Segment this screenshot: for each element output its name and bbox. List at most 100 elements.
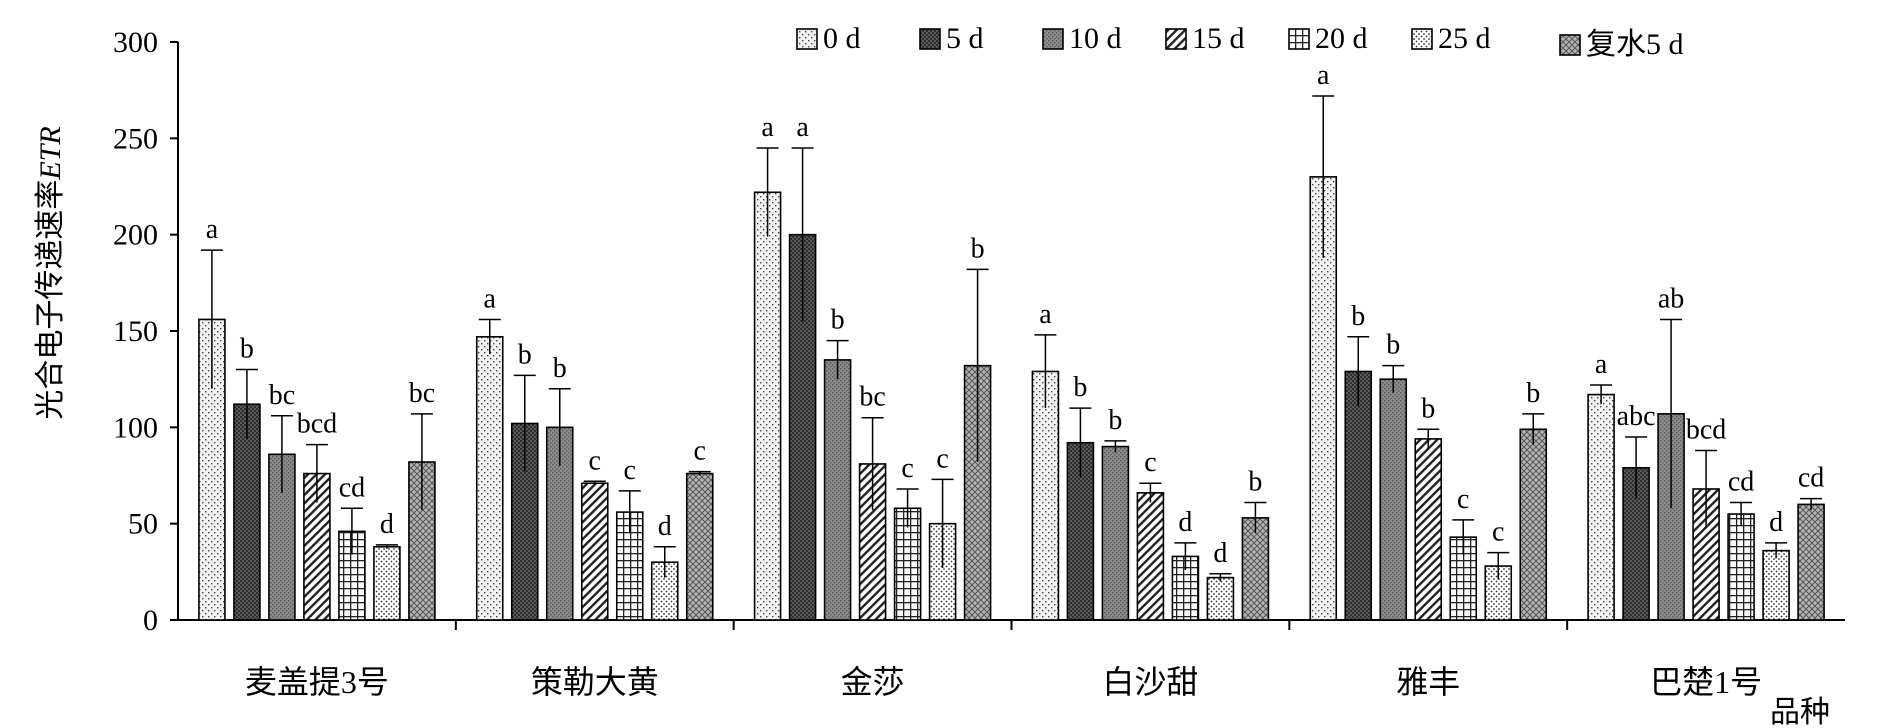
category-label: 白沙甜 [1102,664,1198,700]
significance-label: d [380,509,394,540]
significance-label: a [206,214,219,245]
significance-label: c [694,436,706,467]
significance-label: c [901,453,913,484]
bar [233,403,261,621]
bar [1519,428,1548,621]
category-label: 雅丰 [1396,664,1460,700]
bar [823,359,852,621]
legend-item: 25 d [1411,22,1491,55]
category-label: 巴楚1号 [1650,664,1762,700]
bars-group [198,95,1825,621]
axes-group: 0 50 100 150 200 250 300 麦盖提3号 策勒大黄 金莎 白沙甜 雅丰 巴楚1号 [113,26,1845,700]
significance-label: b [240,334,254,365]
bar [788,233,817,621]
significance-label: a [484,283,497,314]
legend-swatch [1411,28,1433,50]
y-tick-label: 250 [113,122,158,155]
significance-label: d [1178,507,1192,538]
bar [1344,370,1373,621]
category-label: 麦盖提3号 [245,664,389,700]
y-tick-label: 100 [113,411,158,444]
significance-label: d [1769,507,1783,538]
bar [753,191,782,621]
significance-label: c [1457,484,1469,515]
legend-swatch [919,28,941,50]
significance-label: c [1144,447,1156,478]
significance-label: b [1351,301,1365,332]
bar [685,472,714,621]
bar [1206,576,1235,621]
legend-label: 0 d [823,22,861,55]
significance-label: b [1526,378,1540,409]
significance-label: d [658,511,672,542]
bar [1414,438,1443,621]
bar [1762,549,1790,621]
significance-label: c [589,445,601,476]
y-tick-label: 50 [128,508,158,541]
significance-label: a [761,112,774,143]
legend-item: 复水5 d [1559,28,1684,61]
significance-label: cd [339,472,365,503]
bar [1101,445,1130,621]
bar [1797,503,1825,621]
significance-label: ab [1658,283,1684,314]
category-label: 金莎 [841,664,905,700]
significance-label: b [831,305,845,336]
significance-label: b [1108,405,1122,436]
y-tick-label: 200 [113,219,158,252]
significance-label: a [1317,60,1330,91]
legend-item: 15 d [1165,22,1245,55]
legend-swatch [1288,28,1310,50]
bar [1587,393,1615,621]
bar [1136,492,1165,621]
significance-label: cd [1798,463,1824,494]
legend-swatch [1559,34,1581,56]
legend-label: 25 d [1438,22,1491,55]
significance-label: cd [1728,466,1754,497]
significance-label: b [518,339,532,370]
significance-label: abc [1617,401,1656,432]
significance-label: c [624,455,636,486]
significance-label: bcd [1686,414,1726,445]
legend-item: 0 d [796,22,861,55]
legend-item: 20 d [1288,22,1368,55]
significance-label: b [1073,372,1087,403]
legend-label: 15 d [1192,22,1245,55]
legend-swatch [796,28,818,50]
y-axis-title: 光合电子传递速率ETR [34,126,67,419]
significance-label: b [1421,393,1435,424]
significance-label: b [971,233,985,264]
legend-swatch [1165,28,1187,50]
significance-label: c [936,443,948,474]
legend-label: 复水5 d [1586,28,1684,61]
significance-label: d [1213,538,1227,569]
category-label: 策勒大黄 [531,664,659,700]
bar [1031,370,1060,621]
x-axis-title: 品种 [1770,696,1830,728]
bar [1727,513,1755,621]
y-tick-label: 300 [113,26,158,59]
y-tick-label: 0 [143,604,158,637]
significance-label: a [796,112,809,143]
significance-label: a [1595,349,1608,380]
legend: 0 d 5 d 10 d 15 d 20 d 25 d 复水5 d [796,22,1684,61]
significance-label: bc [269,380,295,411]
significance-label: bc [859,382,885,413]
bar [1379,378,1408,621]
legend-label: 5 d [946,22,984,55]
legend-swatch [1042,28,1064,50]
legend-label: 10 d [1069,22,1122,55]
significance-label: bcd [297,409,337,440]
bar [373,545,401,621]
significance-label: bc [409,378,435,409]
significance-label: b [553,353,567,384]
y-tick-label: 150 [113,315,158,348]
legend-label: 20 d [1315,22,1368,55]
bar [475,335,504,621]
legend-item: 10 d [1042,22,1122,55]
significance-label: b [1386,330,1400,361]
significance-label: c [1492,517,1504,548]
bar [580,482,609,621]
